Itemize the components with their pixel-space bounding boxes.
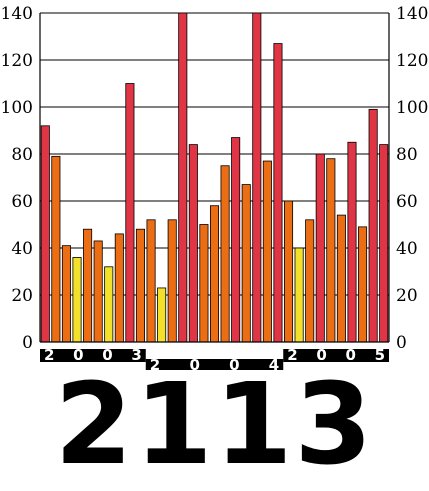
bar bbox=[178, 12, 188, 343]
year-axis: 2 0 0 32 0 0 42 0 0 5 bbox=[40, 346, 389, 370]
y-tick-right: 140 bbox=[396, 4, 428, 24]
y-tick-right: 100 bbox=[396, 98, 428, 118]
axes bbox=[39, 13, 390, 343]
bar bbox=[167, 219, 177, 343]
bar bbox=[104, 266, 114, 343]
bar bbox=[273, 43, 283, 343]
bar bbox=[315, 153, 325, 343]
bar-chart: 0 20 40 60 80 100 120 140 0 20 40 60 80 100 120 140 2 … bbox=[1, 4, 428, 370]
bar bbox=[146, 219, 156, 343]
bar bbox=[188, 144, 198, 343]
y-tick-right: 20 bbox=[396, 286, 418, 306]
bar bbox=[220, 165, 230, 343]
y-tick-right: 0 bbox=[396, 333, 407, 353]
bar bbox=[231, 137, 241, 343]
y-tick-left: 140 bbox=[1, 4, 33, 24]
y-tick-right: 60 bbox=[396, 192, 418, 212]
bar bbox=[40, 125, 50, 343]
y-tick-right: 120 bbox=[396, 51, 428, 71]
bar bbox=[368, 108, 378, 343]
year-band bbox=[40, 349, 146, 362]
bar bbox=[336, 214, 346, 343]
bar bbox=[157, 287, 167, 343]
y-tick-left: 100 bbox=[1, 98, 33, 118]
bar bbox=[93, 240, 103, 343]
bars bbox=[40, 12, 389, 343]
y-tick-left: 60 bbox=[11, 192, 33, 212]
bar bbox=[305, 219, 315, 343]
y-tick-right: 40 bbox=[396, 239, 418, 259]
bar bbox=[262, 160, 272, 343]
bar bbox=[199, 224, 209, 343]
bar bbox=[61, 245, 71, 343]
bar bbox=[326, 158, 336, 343]
bar bbox=[252, 12, 262, 343]
bar bbox=[125, 83, 135, 343]
bar bbox=[83, 228, 93, 343]
bar bbox=[347, 141, 357, 343]
y-tick-left: 80 bbox=[11, 145, 33, 165]
bar bbox=[72, 256, 82, 343]
bar bbox=[114, 233, 124, 343]
bar bbox=[294, 247, 304, 343]
bar bbox=[284, 200, 294, 343]
y-tick-left: 40 bbox=[11, 239, 33, 259]
y-axis-right: 0 20 40 60 80 100 120 140 bbox=[396, 4, 428, 353]
y-axis-left: 0 20 40 60 80 100 120 140 bbox=[1, 4, 33, 353]
year-band bbox=[145, 359, 284, 370]
bar bbox=[379, 144, 389, 343]
bar bbox=[51, 155, 61, 343]
bar bbox=[241, 184, 251, 343]
total-label: 2113 bbox=[54, 360, 375, 490]
year-band bbox=[283, 349, 389, 362]
bar bbox=[358, 226, 368, 343]
y-tick-right: 80 bbox=[396, 145, 418, 165]
bar bbox=[209, 205, 220, 343]
y-tick-left: 20 bbox=[11, 286, 33, 306]
y-tick-left: 120 bbox=[1, 51, 33, 71]
y-tick-left: 0 bbox=[22, 333, 33, 353]
bar bbox=[135, 228, 145, 343]
